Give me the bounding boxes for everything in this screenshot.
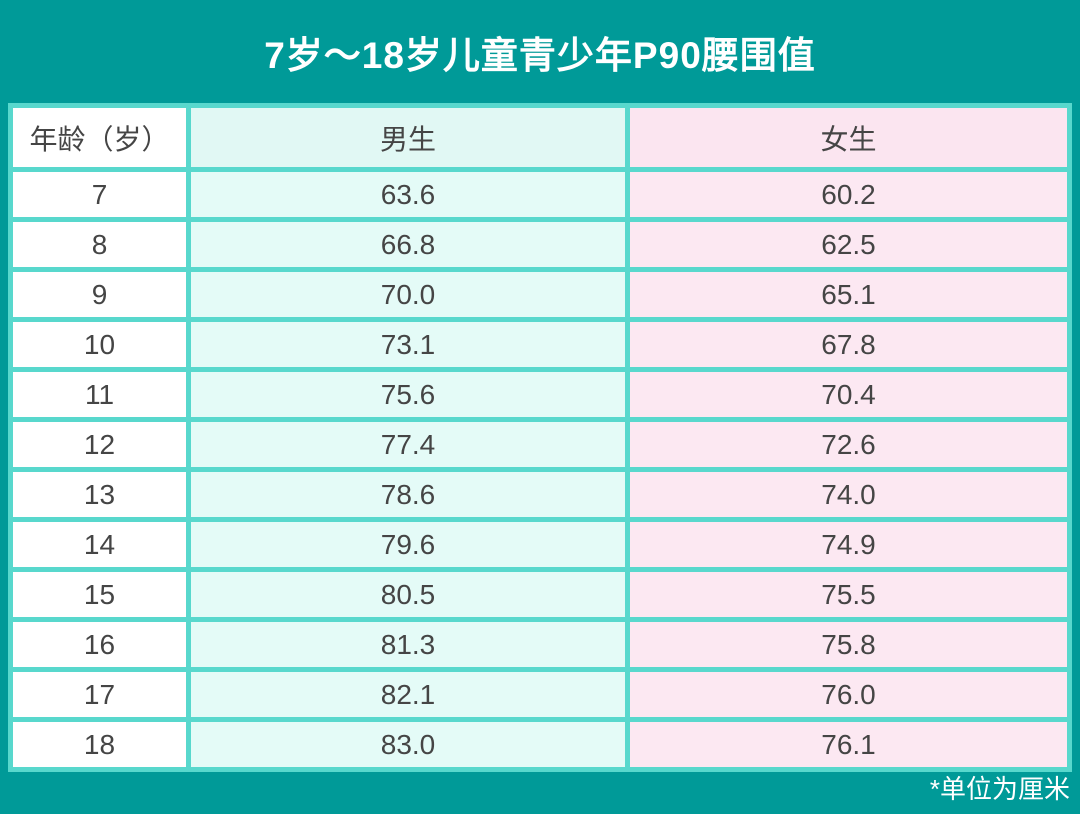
boys-value-cell: 79.6: [191, 522, 625, 567]
boys-value-cell: 77.4: [191, 422, 625, 467]
girls-value-cell: 74.9: [630, 522, 1067, 567]
girls-value-cell: 60.2: [630, 172, 1067, 217]
boys-value-cell: 83.0: [191, 722, 625, 767]
age-cell: 10: [13, 322, 186, 367]
age-cell: 9: [13, 272, 186, 317]
waist-circumference-table: 年龄（岁） 男生 女生 7 63.6 60.2 8 66.8 62.5 9 70…: [8, 103, 1072, 772]
table-row: 18 83.0 76.1: [13, 722, 1067, 767]
table-row: 14 79.6 74.9: [13, 522, 1067, 567]
girls-value-cell: 72.6: [630, 422, 1067, 467]
girls-value-cell: 75.5: [630, 572, 1067, 617]
page-title: 7岁～18岁儿童青少年P90腰围值: [264, 34, 816, 76]
age-cell: 7: [13, 172, 186, 217]
table-row: 16 81.3 75.8: [13, 622, 1067, 667]
column-header-age: 年龄（岁）: [13, 108, 186, 167]
column-header-boys: 男生: [191, 108, 625, 167]
age-cell: 15: [13, 572, 186, 617]
girls-value-cell: 70.4: [630, 372, 1067, 417]
table-row: 7 63.6 60.2: [13, 172, 1067, 217]
age-cell: 18: [13, 722, 186, 767]
age-cell: 8: [13, 222, 186, 267]
boys-value-cell: 82.1: [191, 672, 625, 717]
table-row: 9 70.0 65.1: [13, 272, 1067, 317]
table-row: 13 78.6 74.0: [13, 472, 1067, 517]
boys-value-cell: 75.6: [191, 372, 625, 417]
age-cell: 11: [13, 372, 186, 417]
girls-value-cell: 67.8: [630, 322, 1067, 367]
boys-value-cell: 78.6: [191, 472, 625, 517]
girls-value-cell: 75.8: [630, 622, 1067, 667]
table-row: 8 66.8 62.5: [13, 222, 1067, 267]
age-cell: 16: [13, 622, 186, 667]
table-row: 17 82.1 76.0: [13, 672, 1067, 717]
table-row: 12 77.4 72.6: [13, 422, 1067, 467]
boys-value-cell: 63.6: [191, 172, 625, 217]
table-header-row: 年龄（岁） 男生 女生: [13, 108, 1067, 167]
girls-value-cell: 76.1: [630, 722, 1067, 767]
girls-value-cell: 76.0: [630, 672, 1067, 717]
age-cell: 17: [13, 672, 186, 717]
table-row: 11 75.6 70.4: [13, 372, 1067, 417]
age-cell: 12: [13, 422, 186, 467]
boys-value-cell: 70.0: [191, 272, 625, 317]
table-row: 15 80.5 75.5: [13, 572, 1067, 617]
girls-value-cell: 65.1: [630, 272, 1067, 317]
boys-value-cell: 81.3: [191, 622, 625, 667]
boys-value-cell: 80.5: [191, 572, 625, 617]
age-cell: 14: [13, 522, 186, 567]
table-row: 10 73.1 67.8: [13, 322, 1067, 367]
age-cell: 13: [13, 472, 186, 517]
boys-value-cell: 66.8: [191, 222, 625, 267]
boys-value-cell: 73.1: [191, 322, 625, 367]
girls-value-cell: 62.5: [630, 222, 1067, 267]
column-header-girls: 女生: [630, 108, 1067, 167]
unit-footnote: *单位为厘米: [929, 774, 1070, 804]
girls-value-cell: 74.0: [630, 472, 1067, 517]
